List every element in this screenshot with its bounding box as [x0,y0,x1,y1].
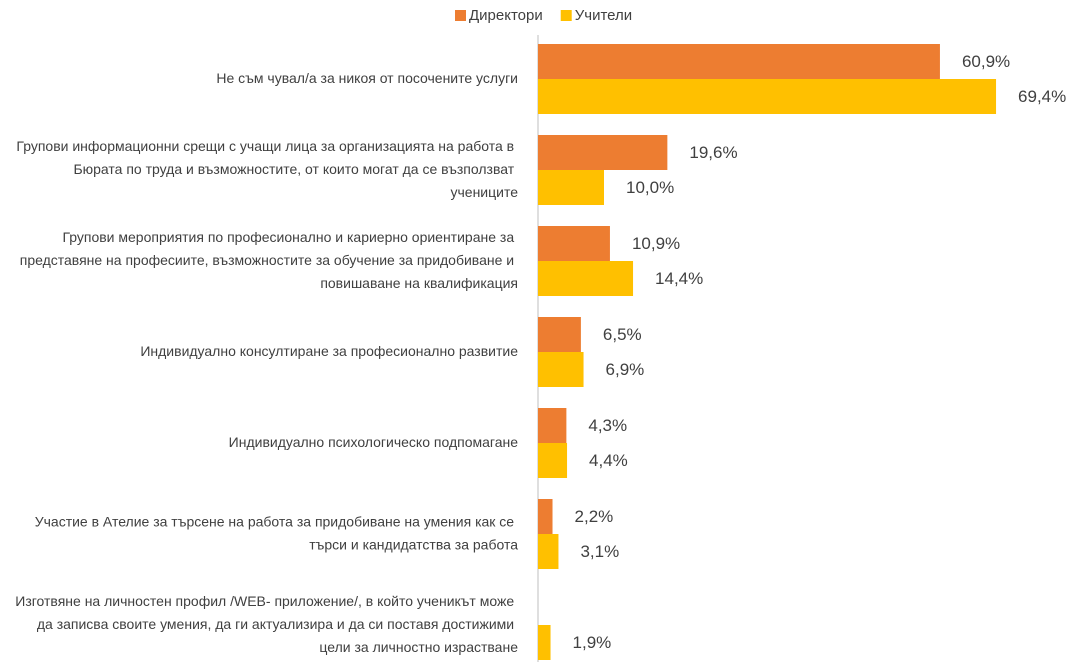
category-label: Индивидуално консултиране за професионал… [140,343,518,359]
category-label: Изготвяне на личностен профил /WEB- прил… [15,593,518,655]
category-line: учениците [450,184,518,200]
value-label: 3,1% [580,542,619,561]
bar [538,170,604,205]
bar [538,226,610,261]
value-label: 69,4% [1018,87,1066,106]
value-label: 60,9% [962,52,1010,71]
category-label: Групови информационни срещи с учащи лица… [16,138,518,200]
value-label: 14,4% [655,269,703,288]
bar [538,625,551,660]
category-label: Не съм чувал/а за никоя от посочените ус… [216,70,518,86]
bar [538,443,568,478]
category-line: Не съм чувал/а за никоя от посочените ус… [216,70,518,86]
value-label: 4,4% [589,451,628,470]
category-line: Изготвяне на личностен профил /WEB- прил… [15,593,518,609]
category-line: цели за личностно израстване [319,639,518,655]
bar [538,408,567,443]
category-line: да записва своите умения, да ги актуализ… [37,616,518,632]
bar [538,135,668,170]
bar [538,44,940,79]
bar [538,534,559,569]
category-line: търси и кандидатства за работа [309,536,518,552]
value-label: 4,3% [588,416,627,435]
category-line: Участие в Ателие за търсене на работа за… [35,513,518,529]
legend-swatch [560,10,572,21]
category-line: Групови информационни срещи с учащи лица… [16,138,518,154]
value-label: 10,9% [632,234,680,253]
category-line: Индивидуално психологическо подпомагане [229,434,519,450]
category-line: Бюрата по труда и възможностите, от коит… [73,161,518,177]
category-label: Индивидуално психологическо подпомагане [229,434,519,450]
legend-swatch [455,10,466,21]
category-line: представяне на професиите, възможностите… [20,252,518,268]
category-line: повишаване на квалификация [320,275,518,291]
bar [538,499,553,534]
bar [538,317,581,352]
bar [538,261,634,296]
bar [538,79,997,114]
value-label: 2,2% [575,507,614,526]
category-label: Участие в Ателие за търсене на работа за… [35,513,518,552]
legend-label: Учители [575,7,632,24]
category-label: Групови мероприятия по професионално и к… [20,229,518,291]
value-label: 10,0% [626,178,674,197]
legend-label: Директори [469,7,543,24]
category-line: Групови мероприятия по професионално и к… [62,229,518,245]
bar [538,352,584,387]
value-label: 6,9% [606,360,645,379]
value-label: 6,5% [603,325,642,344]
value-label: 19,6% [689,143,737,162]
category-line: Индивидуално консултиране за професионал… [140,343,518,359]
value-label: 1,9% [573,633,612,652]
